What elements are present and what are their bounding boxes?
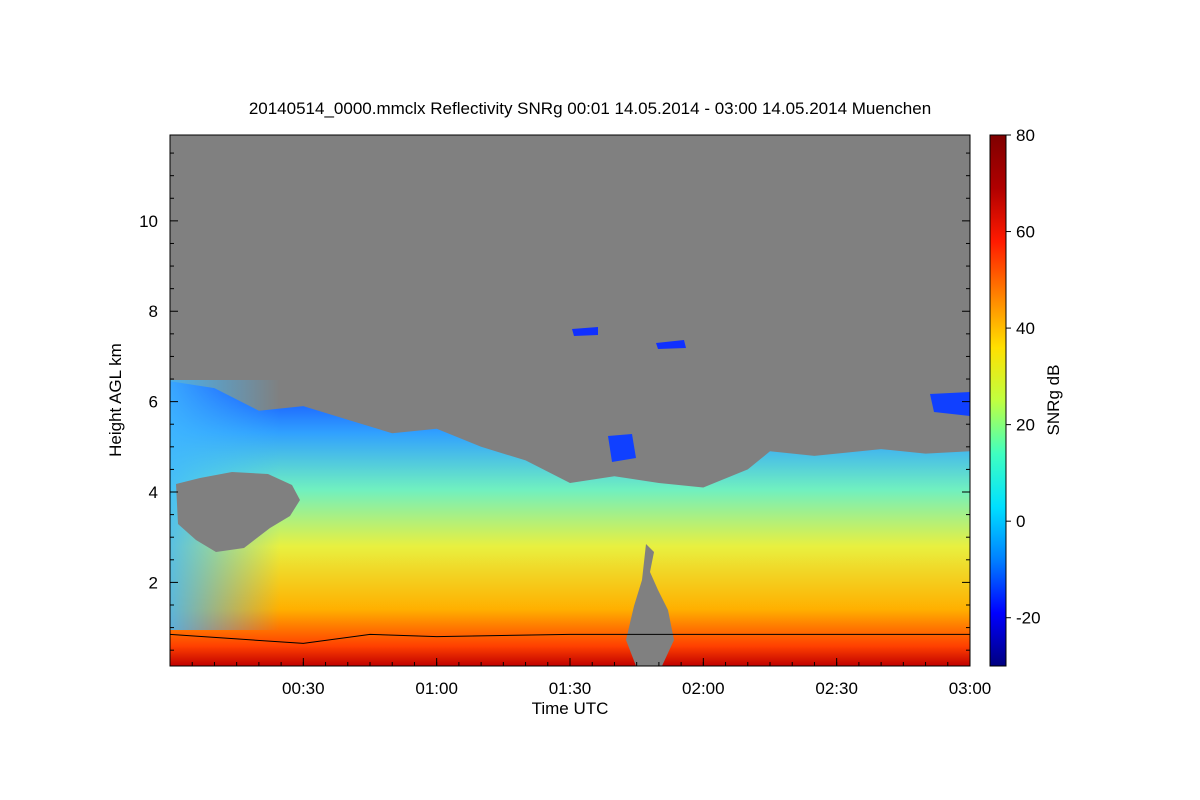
y-axis-label: Height AGL km — [106, 343, 125, 457]
echo-patch-mid — [608, 434, 636, 462]
x-tick-label: 01:00 — [415, 679, 458, 698]
cloud-echo-region — [170, 381, 970, 666]
y-tick-label: 10 — [139, 212, 158, 231]
clear-gap-center — [626, 544, 674, 666]
echo-patch-upper — [572, 327, 598, 336]
colorbar-label: SNRg dB — [1044, 365, 1063, 436]
x-axis-label: Time UTC — [532, 699, 609, 718]
x-axis: 00:30 01:00 01:30 02:00 02:30 03:00 — [191, 658, 992, 698]
colorbar — [989, 134, 1007, 667]
x-tick-label: 01:30 — [549, 679, 592, 698]
y-axis: 2 4 6 8 10 — [139, 152, 970, 651]
x-tick-label: 03:00 — [949, 679, 992, 698]
echo-patch-right — [930, 392, 970, 416]
y-tick-label: 4 — [149, 483, 158, 502]
colorbar-tick-label: 80 — [1016, 126, 1035, 145]
colorbar-tick-label: 0 — [1016, 512, 1025, 531]
x-tick-label: 02:00 — [682, 679, 725, 698]
cloud-base-line — [170, 633, 970, 644]
colorbar-tick-label: 20 — [1016, 416, 1035, 435]
y-tick-label: 2 — [149, 573, 158, 592]
colorbar-tick-label: 40 — [1016, 319, 1035, 338]
y-tick-label: 6 — [149, 393, 158, 412]
chart-title: 20140514_0000.mmclx Reflectivity SNRg 00… — [249, 99, 931, 118]
colorbar-tick-label: -20 — [1016, 609, 1041, 628]
x-tick-label: 00:30 — [282, 679, 325, 698]
plot-data-layer — [170, 135, 970, 666]
colorbar-axis: -20 0 20 40 60 80 — [1006, 126, 1041, 628]
echo-patch-upper-right — [656, 340, 686, 349]
y-tick-label: 8 — [149, 302, 158, 321]
colorbar-tick-label: 60 — [1016, 223, 1035, 242]
x-tick-label: 02:30 — [815, 679, 858, 698]
clear-gap-left — [176, 472, 300, 552]
